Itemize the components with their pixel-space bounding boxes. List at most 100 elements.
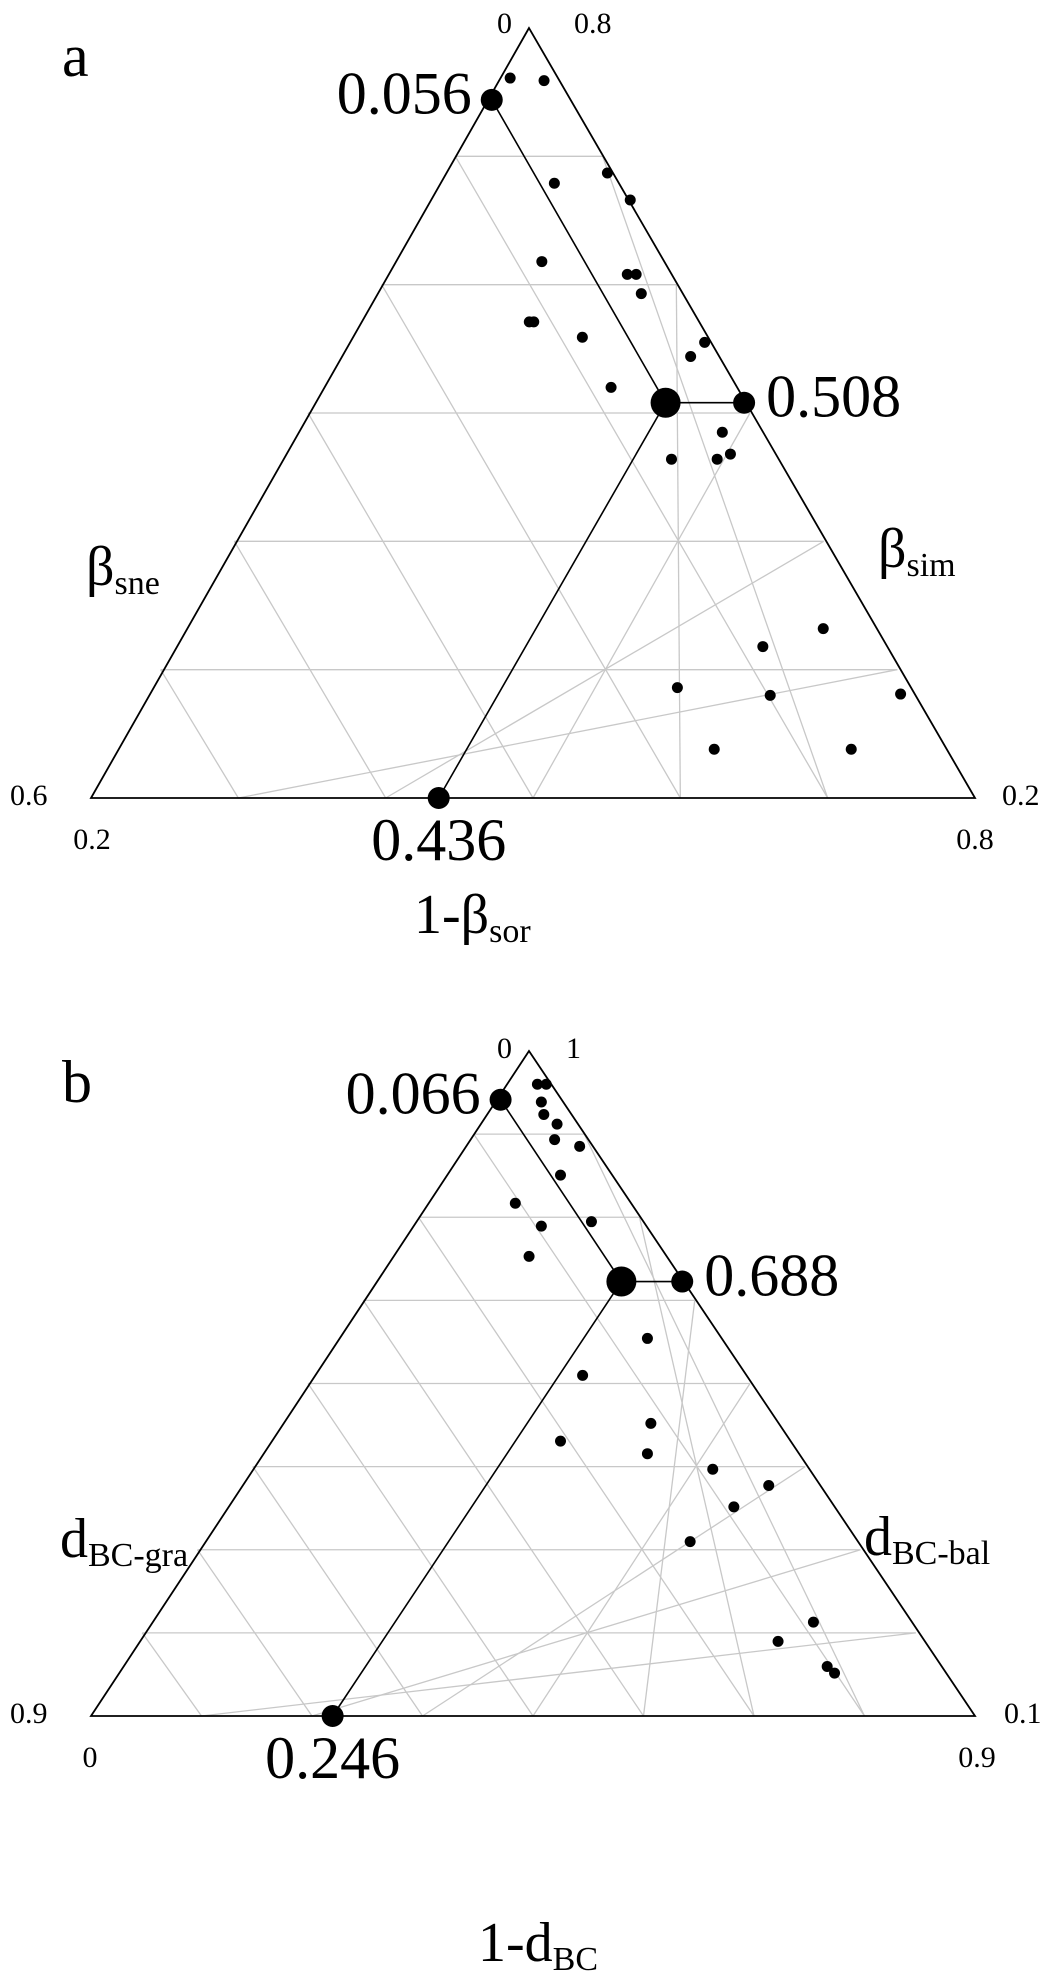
corner-label: 0 <box>497 7 512 40</box>
data-point <box>538 75 550 87</box>
data-point <box>555 1169 567 1181</box>
mean-point <box>650 387 681 418</box>
data-point <box>707 1463 719 1475</box>
corner-label: 0.9 <box>10 1697 48 1730</box>
panel-label: b <box>62 1049 92 1115</box>
data-point <box>577 1369 589 1381</box>
data-point <box>531 1078 543 1090</box>
data-point <box>716 426 728 438</box>
data-point <box>535 1220 547 1232</box>
data-point <box>504 72 516 84</box>
corner-label: 0 <box>497 1032 512 1065</box>
grid-line <box>201 1632 916 1717</box>
axis-title-sub: sne <box>115 565 160 602</box>
data-point <box>621 268 633 280</box>
data-point <box>829 1667 841 1679</box>
grid-line <box>602 156 829 799</box>
grid-line <box>381 284 681 799</box>
guide-line <box>499 1099 623 1282</box>
mean-point <box>606 1266 637 1297</box>
axis-title: 1-dBC <box>478 1912 598 1978</box>
corner-label: 0.8 <box>574 7 612 40</box>
data-point <box>555 1435 567 1447</box>
axis-title-sub: BC-bal <box>892 1535 990 1572</box>
value-label: 0.688 <box>704 1242 839 1308</box>
corner-label: 0.9 <box>958 1741 996 1774</box>
data-point <box>708 743 720 755</box>
corner-label: 0.6 <box>10 779 48 812</box>
data-point <box>538 1109 550 1121</box>
data-point <box>551 1118 563 1130</box>
grid-line <box>473 1133 866 1717</box>
corner-label: 0.1 <box>1004 1697 1042 1730</box>
triangle-frame <box>89 26 977 799</box>
data-point <box>601 167 613 179</box>
data-point <box>817 623 829 635</box>
corner-label: 0.2 <box>1002 779 1040 812</box>
grid-line <box>238 669 898 799</box>
axis-title-sub: sim <box>907 547 956 584</box>
axis-title-sub: BC <box>553 1941 598 1978</box>
value-label: 0.056 <box>337 61 472 127</box>
axis-title-main: d <box>864 1506 892 1568</box>
data-point <box>711 453 723 465</box>
data-point <box>671 682 683 694</box>
axis-title-sub: sor <box>489 913 531 950</box>
axis-title-main: 1-d <box>478 1912 553 1974</box>
data-point <box>665 453 677 465</box>
data-point <box>641 1332 653 1344</box>
data-point <box>684 1536 696 1548</box>
axis-title-main: 1-β <box>414 884 489 946</box>
guide-line <box>491 99 667 404</box>
corner-label: 0.2 <box>73 823 111 856</box>
axis-marker <box>480 88 503 111</box>
panel-label: a <box>62 23 89 89</box>
axis-title: dBC-gra <box>60 1508 188 1574</box>
data-point <box>757 641 769 653</box>
axis-title: βsim <box>878 518 956 584</box>
data-point <box>585 1216 597 1228</box>
axis-marker <box>733 391 756 414</box>
axis-title: dBC-bal <box>864 1506 990 1572</box>
data-point <box>821 1660 833 1672</box>
grid-line <box>532 412 751 799</box>
data-point <box>605 381 617 393</box>
value-label: 0.246 <box>265 1725 400 1791</box>
grid-line <box>583 1133 866 1717</box>
data-point <box>509 1197 521 1209</box>
grid-line <box>454 156 829 799</box>
grid-line <box>307 412 534 799</box>
triangle-frame <box>89 1049 977 1717</box>
axis-marker <box>671 1270 694 1293</box>
axis-title-sub: BC-gra <box>88 1537 188 1574</box>
data-point <box>685 351 697 363</box>
axis-marker <box>427 787 450 809</box>
data-point <box>624 194 636 206</box>
data-point <box>764 689 776 701</box>
value-label: 0.066 <box>346 1061 481 1127</box>
data-point <box>699 336 711 348</box>
corner-label: 0 <box>83 1741 98 1774</box>
grid-line <box>141 1632 203 1717</box>
data-point <box>635 288 647 300</box>
data-point <box>535 1096 547 1108</box>
axis-title: 1-βsor <box>414 884 531 950</box>
data-point <box>724 448 736 460</box>
data-point <box>807 1616 819 1628</box>
axis-marker <box>489 1088 512 1111</box>
data-point <box>576 331 588 343</box>
axis-title-main: d <box>60 1508 88 1570</box>
data-point <box>895 688 907 700</box>
data-point <box>548 177 560 189</box>
data-point <box>763 1479 775 1491</box>
data-point <box>845 743 857 755</box>
data-point <box>536 256 548 268</box>
data-point <box>540 1078 552 1090</box>
value-label: 0.436 <box>371 807 506 873</box>
corner-label: 1 <box>566 1032 581 1065</box>
axis-marker <box>321 1705 344 1727</box>
data-point <box>772 1635 784 1647</box>
axis-title-main: β <box>878 518 907 580</box>
grid-line <box>642 1300 696 1717</box>
